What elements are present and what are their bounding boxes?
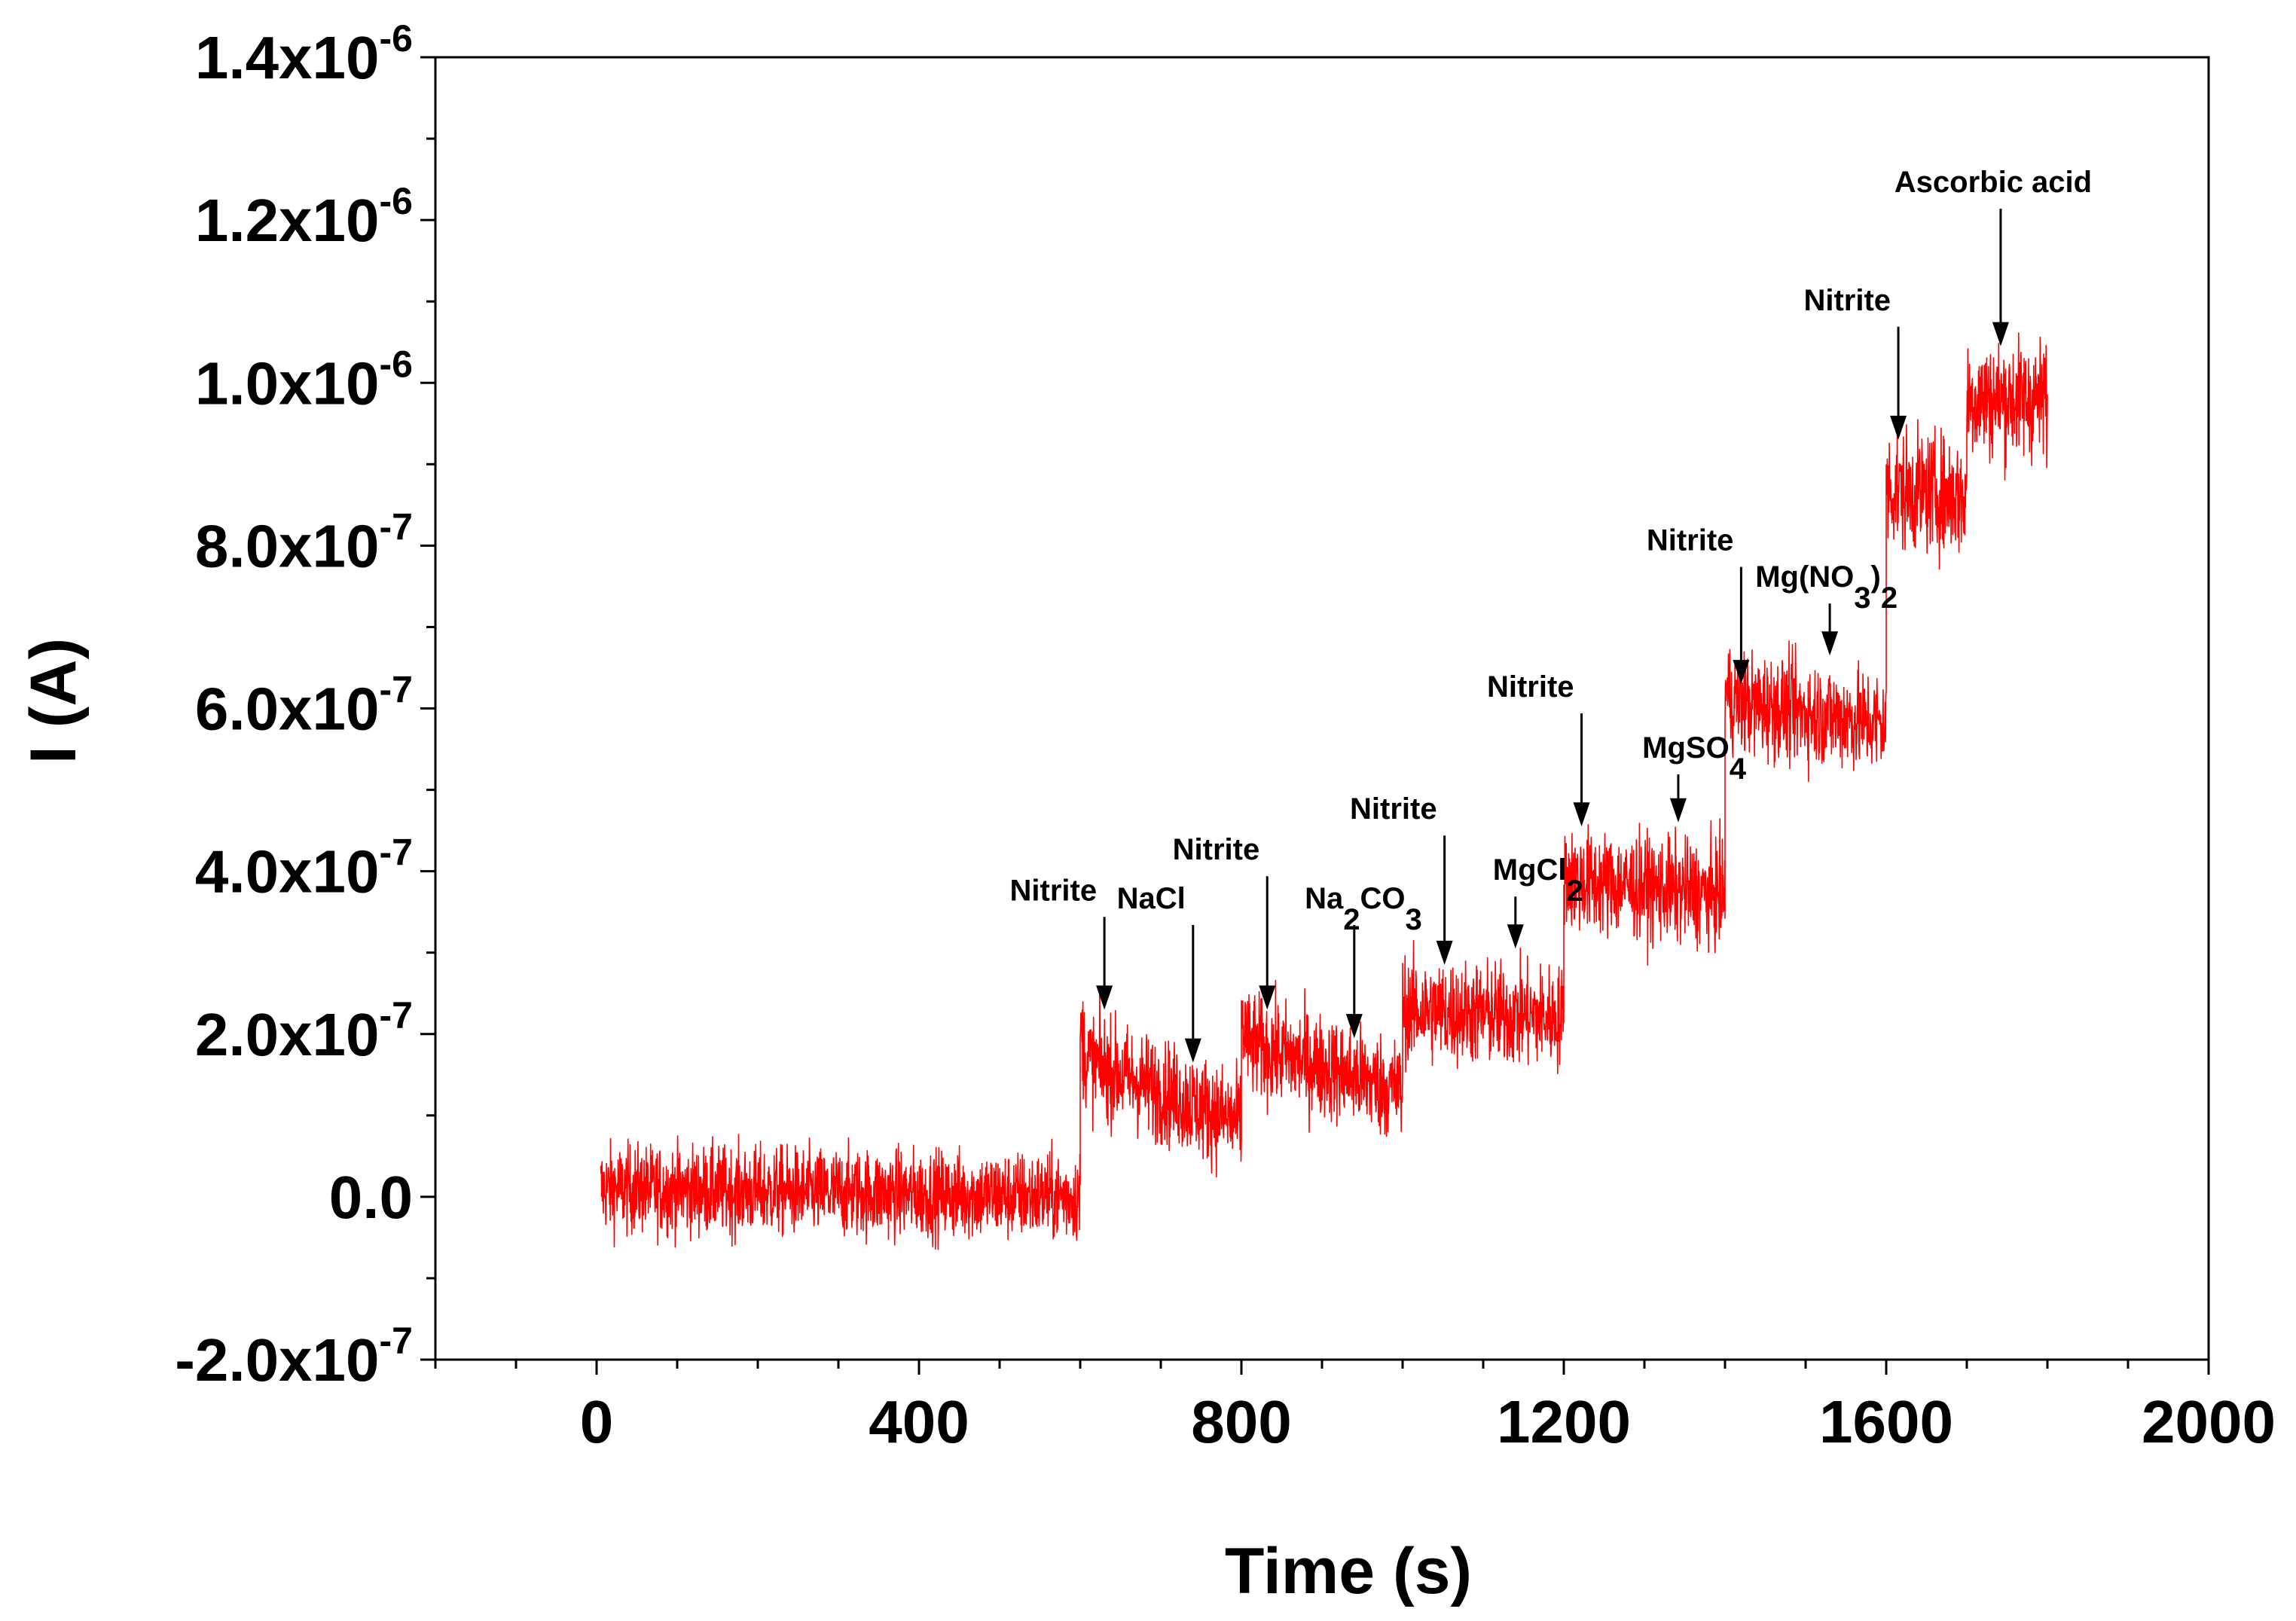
annotation-text: MgCl xyxy=(1493,853,1567,887)
annotation: Na2CO3 xyxy=(1305,882,1422,1039)
annotation-arrow-head xyxy=(1259,985,1276,1010)
annotation-subscript: 3 xyxy=(1854,582,1870,615)
y-axis-title: I (A) xyxy=(17,638,90,764)
annotation-subscript: 2 xyxy=(1343,903,1360,936)
y-tick-exponent: -6 xyxy=(380,17,413,60)
y-tick-label: 0.0 xyxy=(329,1164,413,1231)
annotation-label: Nitrite xyxy=(1487,670,1574,704)
annotation: Ascorbic acid xyxy=(1895,166,2092,346)
annotation-arrow-head xyxy=(1573,802,1590,827)
x-tick-label: 1200 xyxy=(1497,1388,1631,1455)
annotation-text: Na xyxy=(1305,882,1344,915)
annotation-label: Nitrite xyxy=(1010,874,1098,907)
annotation-subscript: 2 xyxy=(1567,875,1583,908)
annotation-text: ) xyxy=(1871,560,1881,594)
y-tick-mantissa: 1.4x10 xyxy=(195,24,380,91)
annotation-text: MgSO xyxy=(1642,731,1730,765)
annotation-label: Nitrite xyxy=(1803,284,1891,317)
annotation-label: Nitrite xyxy=(1647,524,1734,557)
annotation-subscript: 3 xyxy=(1406,903,1422,936)
y-tick-exponent: -7 xyxy=(380,832,413,874)
annotation-arrow-head xyxy=(1096,985,1113,1010)
x-tick-label: 800 xyxy=(1191,1388,1291,1455)
annotation-arrow-head xyxy=(1890,415,1907,440)
axes-layer: 0 400 800 1200 1600 2000-2.0x10-70.02.0x10-74… xyxy=(17,17,2276,1607)
annotation: Nitrite xyxy=(1803,284,1907,440)
y-tick-exponent: -7 xyxy=(380,505,413,548)
annotation-arrow-head xyxy=(1507,924,1524,949)
y-tick-exponent: -6 xyxy=(380,343,413,385)
annotation-label: Ascorbic acid xyxy=(1895,166,2092,199)
annotation-label: Nitrite xyxy=(1350,792,1437,826)
y-tick-exponent: -7 xyxy=(380,669,413,711)
y-tick-label: 8.0x10-7 xyxy=(195,505,413,579)
data-layer xyxy=(600,332,2048,1250)
annotation: Nitrite xyxy=(1010,874,1113,1010)
y-tick-mantissa: 6.0x10 xyxy=(195,676,380,743)
annotation: Nitrite xyxy=(1173,833,1276,1010)
annotation: Nitrite xyxy=(1487,670,1590,827)
annotation-layer: Nitrite NaClNitriteNa2CO3NitriteMgCl2Nitr… xyxy=(1010,166,2092,1063)
y-tick-mantissa: 2.0x10 xyxy=(195,1001,380,1068)
x-tick-label: 400 xyxy=(869,1388,969,1455)
y-tick-mantissa: -2.0x10 xyxy=(175,1326,379,1394)
annotation-text: Mg(NO xyxy=(1755,560,1854,594)
annotation-arrow-head xyxy=(1345,1014,1363,1039)
y-tick-label: 1.2x10-6 xyxy=(195,180,413,254)
annotation-arrow-head xyxy=(1992,322,2009,346)
annotation: Mg(NO3)2 xyxy=(1755,560,1898,656)
annotation-text: Nitrite xyxy=(1803,284,1891,317)
annotation-label: NaCl xyxy=(1117,882,1186,915)
annotation: Nitrite xyxy=(1647,524,1750,685)
annotation: MgSO4 xyxy=(1642,731,1747,823)
plot-border xyxy=(434,56,2210,1361)
annotation-arrow-head xyxy=(1436,940,1453,965)
annotation-text: Nitrite xyxy=(1647,524,1734,557)
y-tick-mantissa: 8.0x10 xyxy=(195,512,380,579)
y-tick-mantissa: 0.0 xyxy=(329,1164,413,1231)
y-tick-label: 6.0x10-7 xyxy=(195,669,413,743)
y-tick-label: 4.0x10-7 xyxy=(195,832,413,905)
annotation: MgCl2 xyxy=(1493,853,1583,949)
annotation-arrow-head xyxy=(1669,798,1687,823)
annotation-label: Na2CO3 xyxy=(1305,882,1422,936)
x-tick-label: 1600 xyxy=(1819,1388,1953,1455)
y-tick-label: -2.0x10-7 xyxy=(175,1320,413,1394)
x-axis-title: Time (s) xyxy=(1225,1535,1472,1607)
y-tick-exponent: -6 xyxy=(380,180,413,222)
annotation-label: MgSO4 xyxy=(1642,731,1747,786)
y-tick-label: 2.0x10-7 xyxy=(195,994,413,1068)
annotation: Nitrite xyxy=(1350,792,1453,965)
annotation: NaCl xyxy=(1117,882,1201,1063)
y-tick-label: 1.4x10-6 xyxy=(195,17,413,91)
y-tick-mantissa: 4.0x10 xyxy=(195,838,380,905)
y-tick-mantissa: 1.2x10 xyxy=(195,187,380,254)
annotation-subscript: 2 xyxy=(1881,582,1898,615)
annotation-label: Mg(NO3)2 xyxy=(1755,560,1898,615)
annotation-text: Nitrite xyxy=(1010,874,1098,907)
annotation-text: Nitrite xyxy=(1487,670,1574,704)
annotation-arrow-head xyxy=(1184,1038,1201,1063)
annotation-label: MgCl2 xyxy=(1493,853,1583,908)
annotation-subscript: 4 xyxy=(1730,752,1747,786)
annotation-label: Nitrite xyxy=(1173,833,1260,866)
y-tick-label: 1.0x10-6 xyxy=(195,343,413,417)
plot-frame xyxy=(434,56,2210,1361)
y-tick-mantissa: 1.0x10 xyxy=(195,350,380,417)
annotation-text: Nitrite xyxy=(1173,833,1260,866)
y-tick-exponent: -7 xyxy=(380,1320,413,1362)
annotation-arrow-head xyxy=(1733,660,1750,685)
x-tick-label: 2000 xyxy=(2142,1388,2276,1455)
annotation-text: CO xyxy=(1360,882,1406,915)
y-tick-exponent: -7 xyxy=(380,994,413,1036)
x-tick-label: 0 xyxy=(580,1388,614,1455)
annotation-arrow-head xyxy=(1821,631,1839,656)
annotation-text: Ascorbic acid xyxy=(1895,166,2092,199)
series-trace xyxy=(600,332,2048,1250)
annotation-text: Nitrite xyxy=(1350,792,1437,826)
annotation-text: NaCl xyxy=(1117,882,1186,915)
